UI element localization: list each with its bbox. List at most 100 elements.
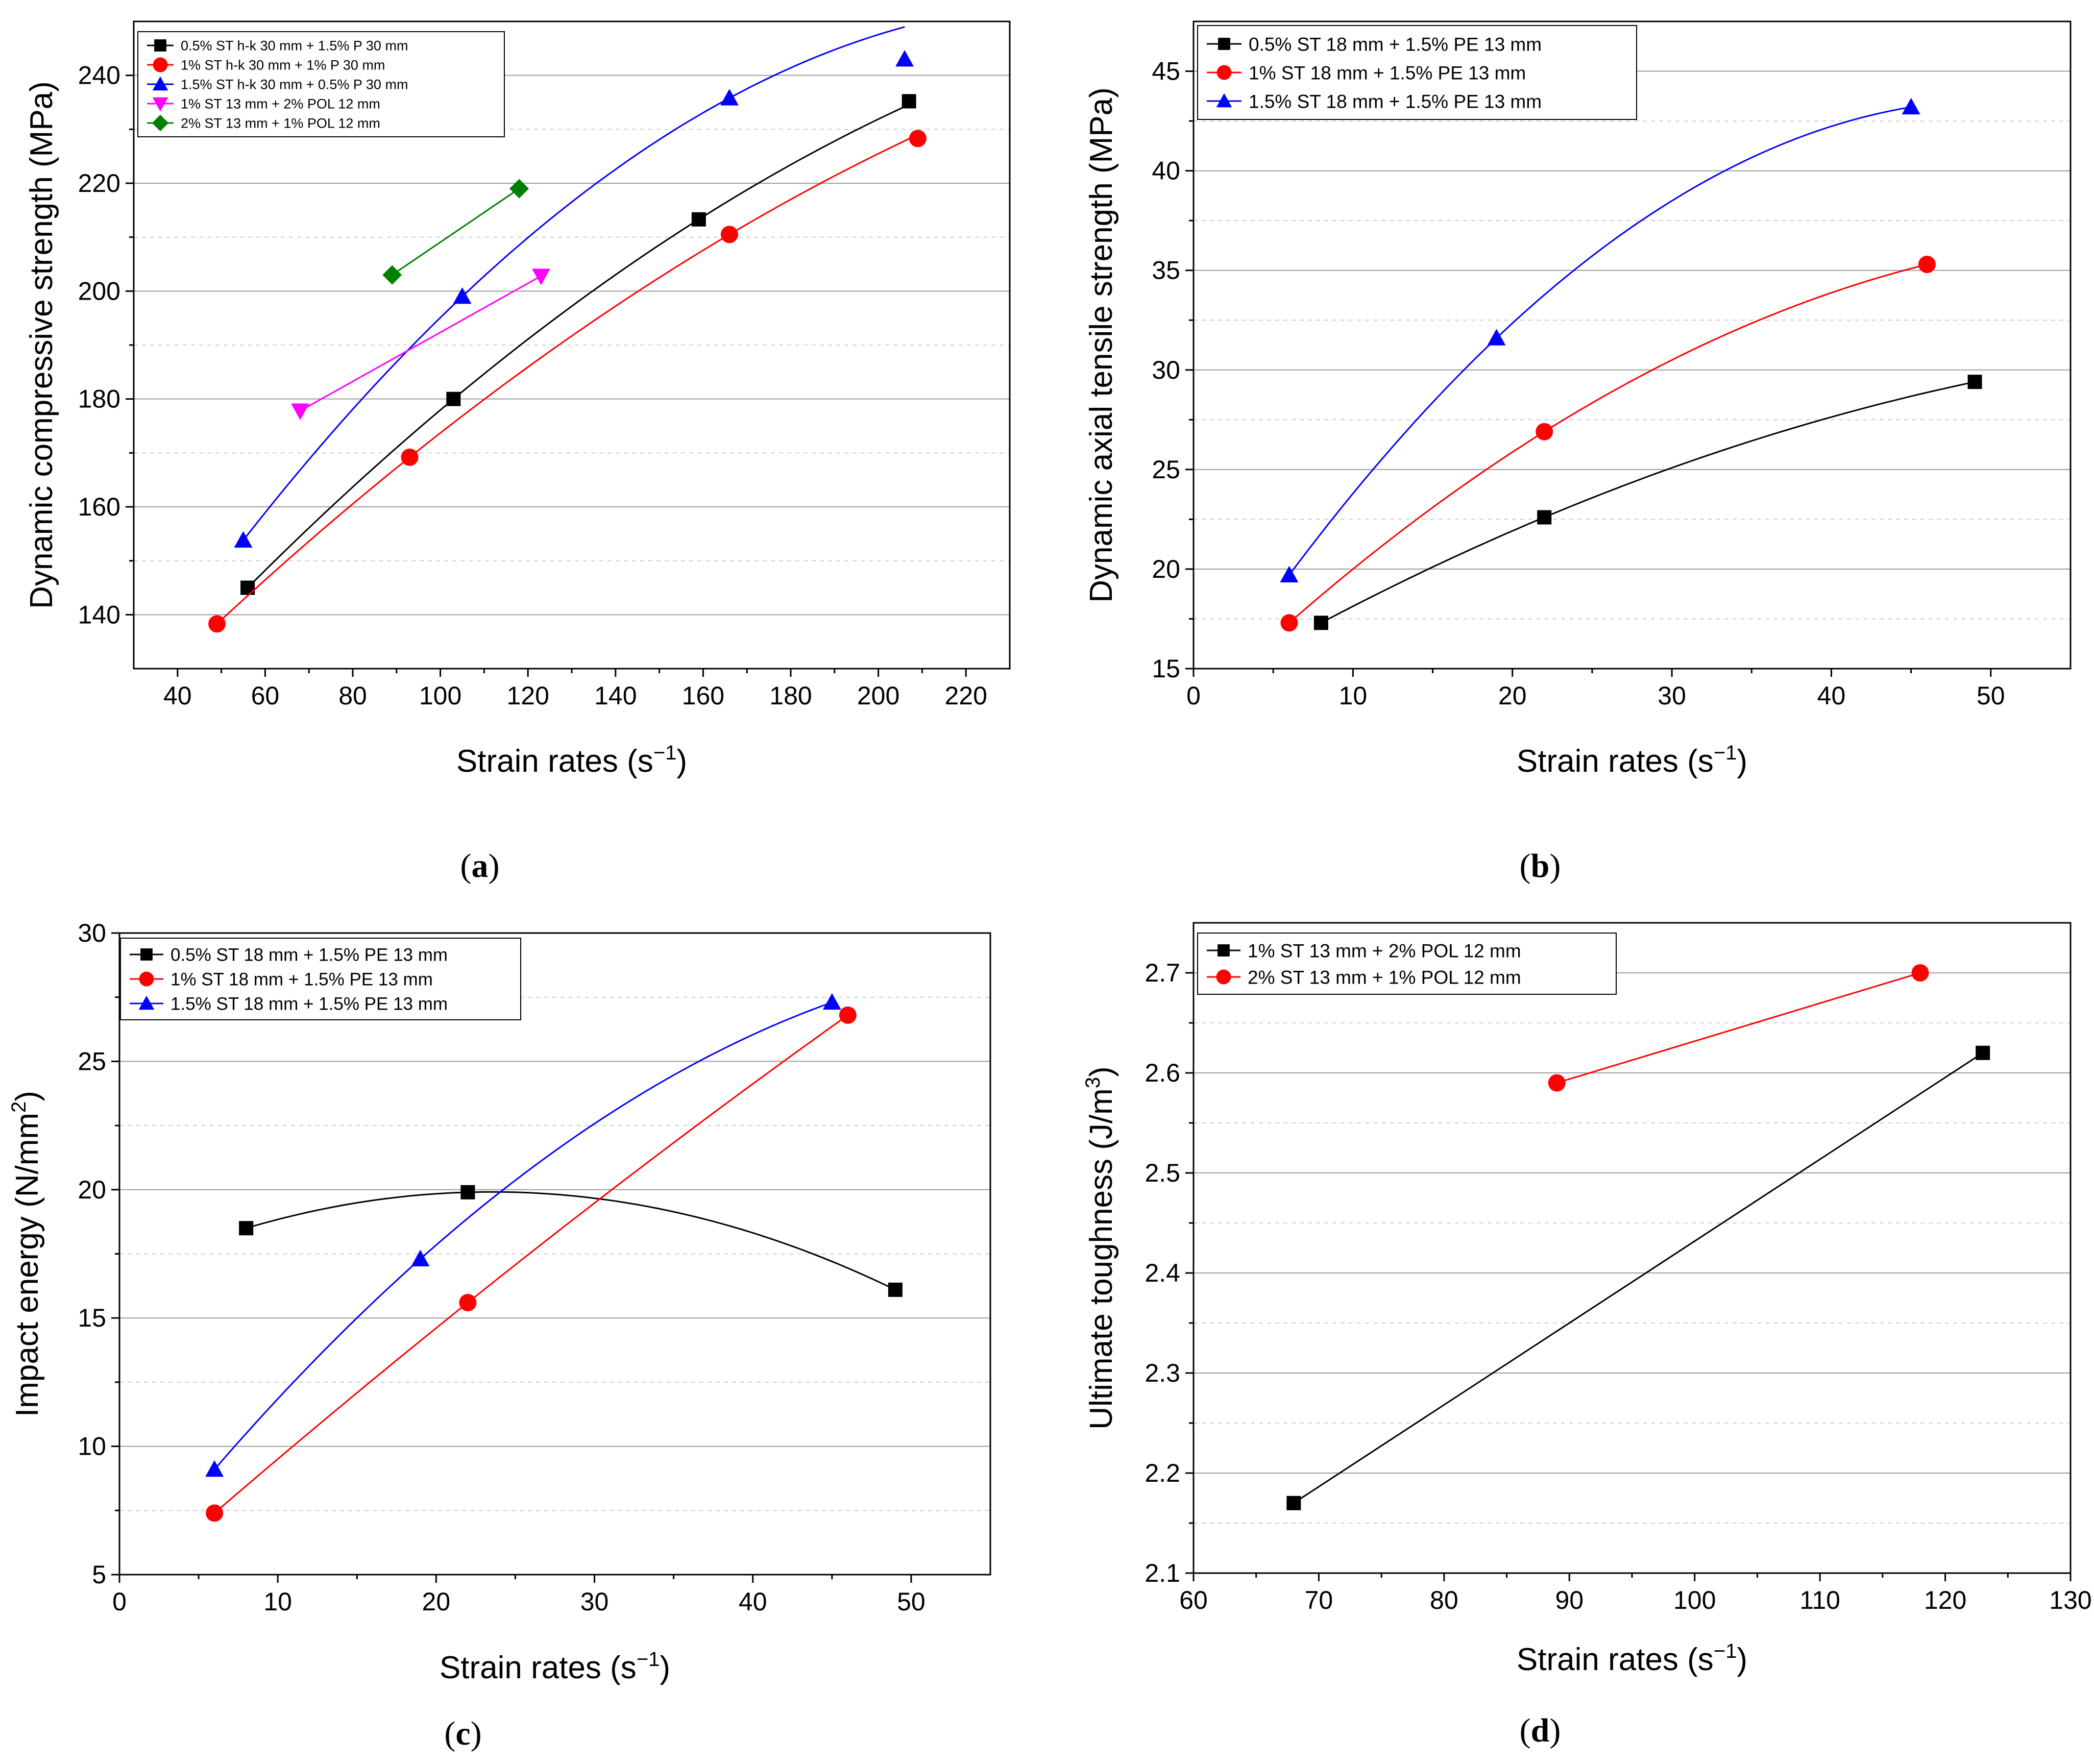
data-point-series-4	[382, 265, 402, 285]
x-tick-label: 80	[1430, 1586, 1458, 1614]
panel-label-open: (	[1520, 847, 1531, 885]
legend-label: 1% ST 13 mm + 2% POL 12 mm	[1248, 940, 1521, 961]
legend-marker-wrap	[152, 114, 169, 132]
plot-frame	[1192, 20, 2072, 670]
legend-marker-wrap	[1218, 38, 1230, 50]
legend-marker-wrap	[138, 995, 155, 1010]
legend-label: 1.5% ST 18 mm + 1.5% PE 13 mm	[1249, 91, 1542, 112]
legend-marker-wrap	[152, 97, 168, 112]
panel-label: (c)	[444, 1715, 481, 1752]
series-line-0	[247, 104, 910, 589]
legend-marker-wrap	[154, 39, 166, 52]
legend-box	[120, 938, 521, 1020]
panel-b: 15 20 25 30 35 40 45 0 10 20 30 40 50 Strain rates (s…	[1084, 20, 2072, 885]
panel-label: (a)	[460, 847, 500, 885]
panel-a: 140 160 180 200 220 240 40 60 80 100 120 140 160 180 2…	[24, 20, 1011, 885]
panel-label-open: (	[444, 1715, 455, 1752]
y-axis-label-tail: )	[1084, 1066, 1119, 1077]
y-tick-label: 20	[1152, 555, 1180, 583]
y-axis-label: Dynamic compressive strength (MPa)	[24, 81, 59, 609]
legend-marker	[138, 995, 155, 1010]
data-point-series-4	[509, 179, 529, 199]
legend-label: 1.5% ST 18 mm + 1.5% PE 13 mm	[171, 994, 448, 1014]
data-point-series-2	[822, 993, 841, 1010]
series-line-2	[1288, 106, 1911, 576]
series-line-0	[1321, 381, 1975, 624]
x-axis-label-main: Strain rates (s	[440, 1650, 637, 1685]
legend-label: 0.5% ST h-k 30 mm + 1.5% P 30 mm	[181, 38, 408, 54]
x-tick-label: 130	[2049, 1586, 2091, 1614]
x-tick-label: 100	[1673, 1586, 1716, 1614]
x-tick-label: 40	[163, 681, 192, 710]
legend-marker	[154, 39, 166, 52]
y-tick-label: 160	[78, 493, 120, 521]
y-tick-label: 2.4	[1145, 1259, 1180, 1287]
data-point-series-2	[720, 89, 739, 106]
x-tick-label: 120	[506, 681, 549, 710]
y-axis-label-main: Ultimate toughness (J/m	[1084, 1088, 1119, 1429]
x-tick-label: 80	[338, 681, 367, 710]
y-tick-label: 30	[1152, 356, 1180, 384]
series-line-0	[1293, 1052, 1984, 1504]
y-tick-label: 35	[1152, 256, 1180, 285]
panel-label-close: )	[1549, 1712, 1561, 1749]
panel-label-close: )	[1549, 847, 1561, 885]
y-tick-label: 2.3	[1145, 1359, 1180, 1387]
x-tick-label: 0	[1186, 681, 1201, 710]
data-point-series-1	[1536, 423, 1553, 440]
series-line-4	[392, 188, 520, 276]
series-line-0	[246, 1191, 896, 1291]
legend-marker	[152, 97, 168, 112]
y-tick-label: 2.6	[1145, 1059, 1180, 1087]
y-tick-label: 40	[1152, 157, 1180, 185]
series-line-2	[242, 26, 905, 541]
y-tick-label: 45	[1152, 57, 1180, 86]
series-line-3	[300, 275, 542, 412]
data-point-series-1	[1911, 964, 1929, 982]
x-tick-label: 70	[1305, 1586, 1333, 1614]
panel-label-letter: a	[472, 847, 489, 885]
y-tick-label: 25	[1152, 455, 1180, 484]
panel-label-open: (	[460, 847, 472, 885]
data-point-series-1	[401, 448, 419, 466]
panel-label-close: )	[489, 847, 500, 885]
legend-box	[1197, 25, 1637, 120]
y-tick-label: 5	[92, 1560, 106, 1589]
data-point-series-1	[1280, 614, 1298, 632]
x-axis-label-main: Strain rates (s	[1517, 1642, 1714, 1677]
x-tick-label: 20	[422, 1587, 451, 1616]
y-tick-label: 240	[78, 61, 120, 90]
x-tick-label: 100	[419, 681, 461, 710]
legend-label: 1% ST 13 mm + 2% POL 12 mm	[181, 96, 380, 112]
x-tick-label: 110	[1799, 1586, 1840, 1614]
series-line-1	[1556, 972, 1920, 1084]
data-point-series-1	[720, 226, 738, 243]
data-point-series-1	[839, 1006, 857, 1024]
series-line-1	[1288, 263, 1928, 624]
y-tick-label: 20	[78, 1175, 106, 1204]
legend-marker	[1218, 38, 1230, 50]
legend-label: 2% ST 13 mm + 1% POL 12 mm	[181, 116, 380, 131]
legend-marker	[152, 114, 169, 132]
x-axis-label-main: Strain rates (s	[1517, 744, 1714, 779]
x-axis-label: Strain rates (s−1)	[440, 1648, 670, 1685]
legend-label: 2% ST 13 mm + 1% POL 12 mm	[1248, 967, 1521, 988]
panel-label-letter: d	[1531, 1712, 1550, 1749]
legend-marker	[1218, 944, 1230, 957]
data-point-series-2	[205, 1460, 224, 1477]
x-tick-label: 60	[251, 681, 280, 710]
legend-label: 1% ST h-k 30 mm + 1% P 30 mm	[181, 58, 385, 73]
data-point-series-1	[459, 1294, 477, 1312]
x-tick-label: 30	[1658, 681, 1686, 710]
data-point-series-0	[460, 1185, 475, 1199]
y-axis-label-main: Dynamic compressive strength (MPa)	[24, 81, 59, 609]
x-tick-label: 180	[769, 681, 812, 710]
x-axis-label-sup: −1	[653, 742, 677, 764]
data-point-series-0	[446, 391, 461, 406]
x-axis-label-tail: )	[676, 744, 687, 779]
legend-marker	[1216, 65, 1232, 80]
y-tick-label: 2.7	[1145, 959, 1180, 987]
x-axis-label-tail: )	[1737, 1642, 1747, 1677]
legend-box	[137, 31, 505, 137]
data-point-series-0	[1537, 510, 1552, 525]
